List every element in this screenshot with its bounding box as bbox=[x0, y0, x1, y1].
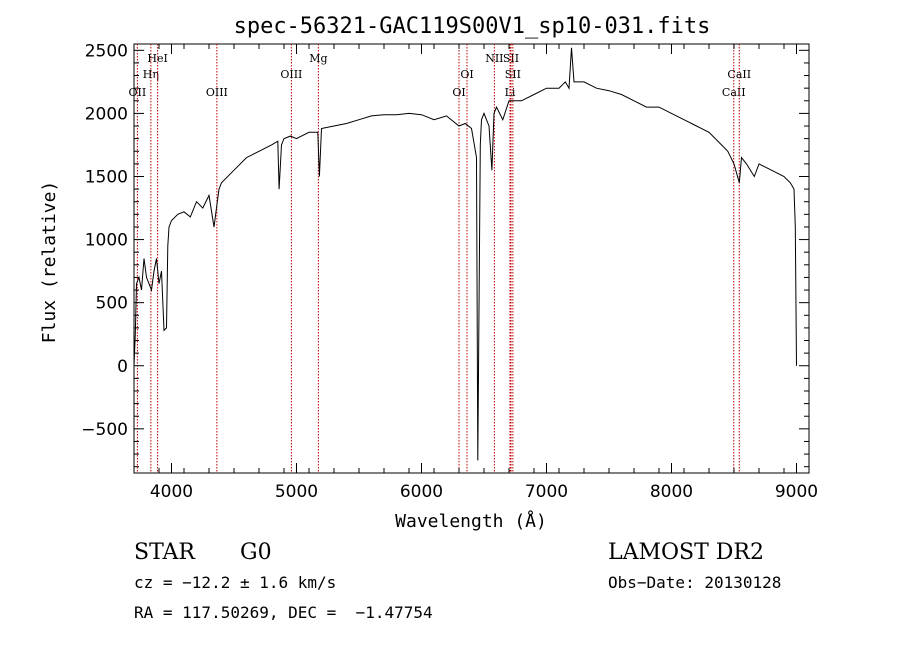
spectral-line-label: OII bbox=[129, 86, 147, 99]
object-subclass: G0 bbox=[240, 540, 272, 565]
x-tick-label: 4000 bbox=[150, 482, 193, 502]
y-tick-label: 0 bbox=[117, 357, 128, 377]
object-class: STAR bbox=[134, 540, 195, 565]
y-tick-label: 1000 bbox=[85, 231, 128, 251]
y-tick-label: 2000 bbox=[85, 104, 128, 124]
chart-title: spec-56321-GAC119S00V1_sp10-031.fits bbox=[234, 14, 711, 39]
survey-name: LAMOST DR2 bbox=[608, 540, 764, 565]
y-tick-label: −500 bbox=[81, 420, 128, 440]
y-axis-label: Flux (relative) bbox=[39, 181, 60, 344]
y-tick-label: 500 bbox=[96, 294, 128, 314]
spectrum-line bbox=[133, 47, 797, 461]
spectral-line-label: CaII bbox=[722, 86, 746, 99]
x-tick-label: 5000 bbox=[275, 482, 318, 502]
spectral-line-label: OIII bbox=[206, 86, 228, 99]
spectral-line-label: SII bbox=[505, 68, 521, 81]
obs-date: Obs−Date: 20130128 bbox=[608, 573, 782, 592]
spectral-line-label: HeI bbox=[147, 52, 167, 65]
y-tick-label: 1500 bbox=[85, 167, 128, 187]
spectral-line-label: OI bbox=[460, 68, 473, 81]
axis-ticks: 4000 5000 6000 7000 8000 9000 −500 0 500 1000 1500… bbox=[81, 41, 818, 502]
spectral-line-label: Mg bbox=[309, 52, 327, 65]
x-tick-label: 6000 bbox=[400, 482, 443, 502]
spectral-lines: OII Hη HeI OIII OIII Mg OI OI NII SII SII Li CaII CaI… bbox=[129, 44, 751, 473]
x-tick-label: 8000 bbox=[650, 482, 693, 502]
y-tick-label: 2500 bbox=[85, 41, 128, 61]
x-axis-label: Wavelength (Å) bbox=[395, 510, 547, 532]
spectral-line-label: Li bbox=[505, 86, 516, 99]
spectral-line-label: NII bbox=[485, 52, 503, 65]
plot-frame bbox=[133, 43, 810, 474]
cz-value: cz = −12.2 ± 1.6 km/s bbox=[134, 573, 337, 592]
spectral-line-label: Hη bbox=[143, 68, 159, 81]
x-tick-label: 7000 bbox=[525, 482, 568, 502]
x-tick-label: 9000 bbox=[775, 482, 818, 502]
spectral-line-label: CaII bbox=[727, 68, 751, 81]
spectral-line-label: OI bbox=[452, 86, 465, 99]
spectral-line-label: SII bbox=[503, 52, 519, 65]
ra-dec: RA = 117.50269, DEC = −1.47754 bbox=[134, 603, 433, 622]
spectral-line-label: OIII bbox=[280, 68, 302, 81]
